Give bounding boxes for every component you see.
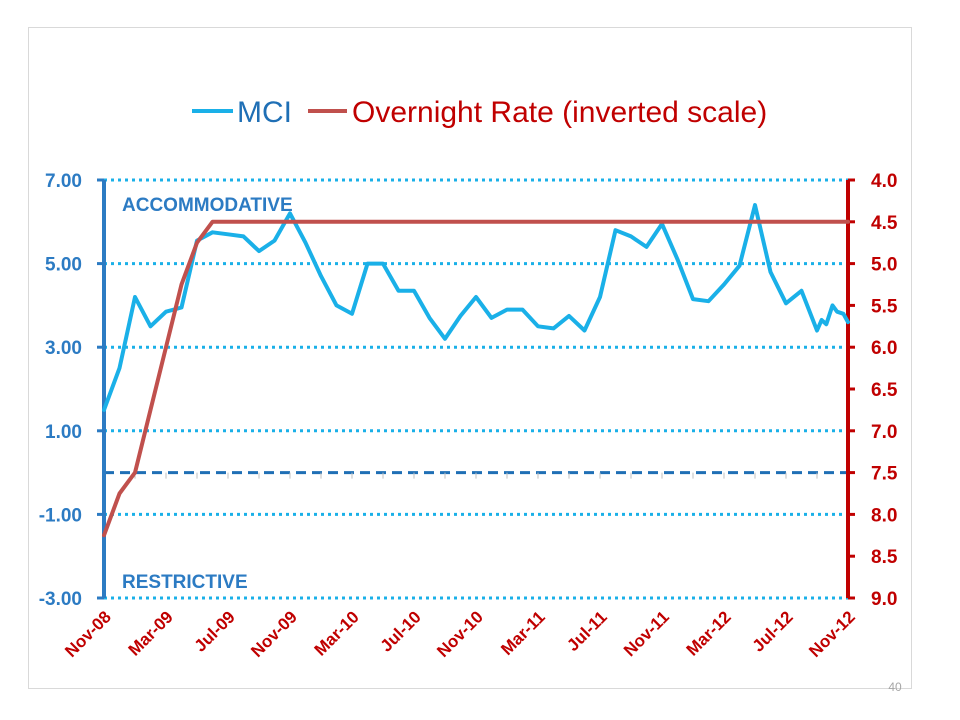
left-axis-tick-label-1: 5.00 [45, 255, 82, 276]
right-axis-tick-label-9: 8.5 [871, 547, 898, 568]
right-axis-tick-label-10: 9.0 [871, 589, 897, 610]
left-axis-tick-label-4: -1.00 [39, 505, 82, 526]
right-axis-tick-label-4: 6.0 [871, 338, 897, 359]
legend: MCI Overnight Rate (inverted scale) [192, 96, 767, 129]
right-axis-tick-label-1: 4.5 [871, 213, 898, 234]
right-axis-tick-label-8: 8.0 [871, 505, 897, 526]
x-axis-tick-labels: Nov-08 Mar-09 Jul-09 Nov-09 Mar-10 Jul-10 Nov-… [61, 607, 859, 661]
left-axis-tick-label-2: 3.00 [45, 338, 82, 359]
x-axis-tick-label-9: Nov-11 [620, 607, 673, 660]
left-axis-tick-label-3: 1.00 [45, 422, 82, 443]
x-axis-tick-label-11: Jul-12 [749, 607, 797, 655]
right-axis-tick-label-5: 6.5 [871, 380, 898, 401]
left-axis-tick-label-0: 7.00 [45, 171, 82, 192]
x-axis-tick-label-3: Nov-09 [247, 607, 301, 661]
right-axis-tick-labels: 4.0 4.5 5.0 5.5 6.0 6.5 7.0 7.5 8.0 8.5 9.0 [871, 171, 898, 610]
chart-frame [28, 27, 912, 689]
gridlines [104, 178, 848, 600]
left-axis-tick-labels: 7.00 5.00 3.00 1.00 -1.00 -3.00 [39, 171, 82, 610]
series-line-overnight-rate [102, 219, 850, 538]
neutral-line [103, 471, 849, 479]
right-axis-tick-label-7: 7.5 [871, 464, 898, 485]
x-axis-tick-label-4: Mar-10 [311, 607, 363, 659]
right-axis-tick-label-6: 7.0 [871, 422, 897, 443]
legend-label-mci: MCI [237, 96, 292, 129]
right-axis-tick-label-2: 5.0 [871, 255, 897, 276]
axes [97, 178, 855, 600]
legend-label-rate: Overnight Rate (inverted scale) [352, 96, 767, 129]
x-axis-tick-label-1: Mar-09 [125, 607, 177, 659]
x-axis-tick-label-5: Jul-10 [377, 607, 425, 655]
x-axis-tick-label-8: Jul-11 [563, 607, 611, 655]
slide-number: 40 [888, 680, 902, 694]
x-axis-tick-label-7: Mar-11 [497, 607, 549, 659]
series [102, 203, 850, 538]
annotation-restrictive: RESTRICTIVE [122, 572, 248, 593]
right-axis-tick-label-3: 5.5 [871, 296, 898, 317]
right-axis-tick-label-0: 4.0 [871, 171, 897, 192]
x-axis-tick-label-10: Mar-12 [683, 607, 735, 659]
series-line-mci [102, 203, 850, 412]
annotation-accommodative: ACCOMMODATIVE [122, 195, 293, 216]
x-axis-tick-label-0: Nov-08 [61, 607, 115, 661]
x-axis-tick-label-6: Nov-10 [433, 607, 487, 661]
left-axis-tick-label-5: -3.00 [39, 589, 82, 610]
x-axis-tick-label-2: Jul-09 [191, 607, 239, 655]
x-axis-tick-label-12: Nov-12 [805, 607, 859, 661]
